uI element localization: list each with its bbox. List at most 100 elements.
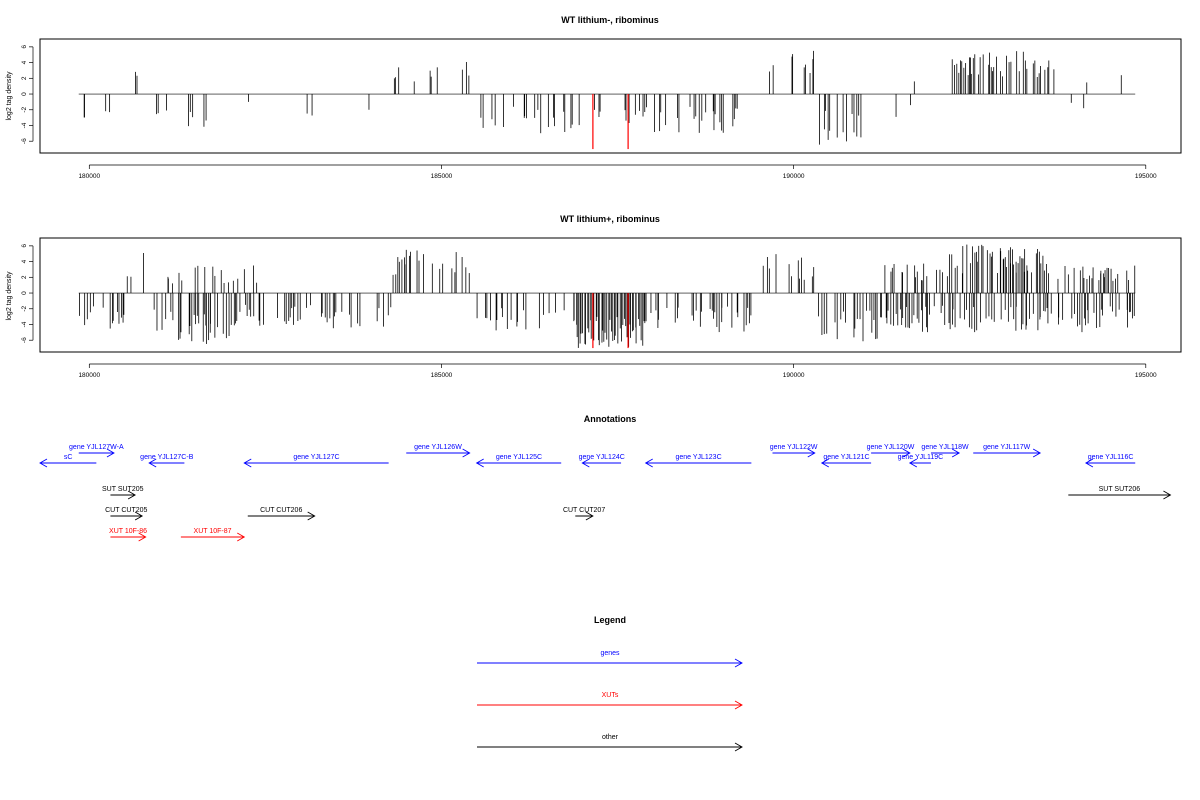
- feature-label: gene YJL116C: [1088, 454, 1134, 461]
- feature-label: CUT CUT207: [563, 507, 605, 514]
- y-tick-label: 0: [21, 92, 28, 96]
- y-axis: -6 -4 -2 0 2 4 6: [21, 45, 34, 144]
- feature-arrow-head: [148, 458, 157, 468]
- feature-label: gene YJL124C: [579, 454, 625, 461]
- feature-gene: gene YJL121C: [820, 454, 872, 468]
- feature-other: SUT SUT206: [1068, 486, 1172, 500]
- y-tick-label: -2: [21, 106, 28, 112]
- feature-other: CUT CUT205: [105, 507, 148, 521]
- feature-label: gene YJL117W: [983, 444, 1031, 451]
- y-axis: -6 -4 -2 0 2 4 6: [21, 244, 34, 343]
- feature-other: CUT CUT206: [247, 507, 316, 521]
- feature-arrow-head: [237, 532, 246, 542]
- annotations-track: Annotations sC gene YJL127W-A gene YJL127C…: [39, 414, 1172, 542]
- x-tick-label: 185000: [431, 173, 453, 180]
- legend-label: genes: [600, 650, 620, 657]
- feature-other: SUT SUT205: [102, 486, 144, 500]
- y-tick-label: -2: [21, 305, 28, 311]
- x-tick-label: 190000: [783, 173, 805, 180]
- legend: Legend genes XUTs other: [477, 615, 743, 752]
- y-tick-label: 2: [21, 76, 28, 80]
- feature-label: SUT SUT206: [1099, 486, 1141, 493]
- track-panel-lithium-plus: WT lithium+, ribominus log2 tag density …: [6, 214, 1182, 379]
- feature-gene: gene YJL126W: [406, 444, 471, 458]
- density-bars: [83, 50, 1122, 150]
- feature-arrow-head: [807, 448, 816, 458]
- feature-gene: gene YJL119C: [898, 454, 944, 468]
- feature-label: gene YJL118W: [921, 444, 969, 451]
- feature-gene: gene YJL117W: [973, 444, 1042, 458]
- panel-title: WT lithium-, ribominus: [561, 15, 659, 25]
- feature-gene: gene YJL118W: [921, 444, 969, 458]
- plot-frame: [39, 237, 1182, 353]
- y-tick-label: 0: [21, 291, 28, 295]
- y-axis-label: log2 tag density: [6, 71, 13, 121]
- feature-label: gene YJL125C: [496, 454, 542, 461]
- legend-label: other: [602, 734, 619, 741]
- feature-other: CUT CUT207: [563, 507, 605, 521]
- legend-arrow-head: [734, 658, 743, 668]
- feature-label: gene YJL127C-B: [140, 454, 194, 461]
- x-tick-label: 195000: [1135, 372, 1157, 379]
- feature-arrow-head: [475, 458, 484, 468]
- feature-arrow-head: [908, 458, 918, 468]
- feature-arrow-head: [902, 448, 911, 458]
- feature-arrow-head: [127, 490, 136, 500]
- track-panel-lithium-minus: WT lithium-, ribominus log2 tag density …: [6, 15, 1182, 180]
- legend-item: other: [477, 734, 743, 752]
- feature-arrow-head: [307, 511, 316, 521]
- feature-arrow-head: [581, 458, 590, 468]
- y-axis-label: log2 tag density: [6, 271, 13, 321]
- feature-label: gene YJL123C: [675, 454, 721, 461]
- feature-arrow-head: [644, 458, 653, 468]
- density-bars: [79, 244, 1136, 349]
- legend-title: Legend: [594, 615, 626, 625]
- x-tick-label: 185000: [431, 372, 453, 379]
- feature-arrow-head: [134, 511, 144, 521]
- plot-frame: [39, 38, 1182, 154]
- legend-items: genes XUTs other: [477, 650, 743, 752]
- annotations-title: Annotations: [584, 414, 637, 424]
- legend-item: XUTs: [477, 692, 743, 710]
- y-tick-label: 6: [21, 244, 28, 248]
- feature-gene: gene YJL127W-A: [69, 444, 124, 458]
- feature-label: sC: [64, 454, 73, 461]
- feature-label: CUT CUT205: [105, 507, 147, 514]
- feature-arrow-head: [39, 458, 48, 468]
- x-tick-label: 190000: [783, 372, 805, 379]
- y-tick-label: -4: [21, 321, 28, 327]
- legend-label: XUTs: [602, 692, 619, 699]
- x-axis: 180000 185000 190000 195000: [78, 363, 1157, 379]
- y-tick-label: -6: [21, 138, 28, 144]
- feature-gene: gene YJL120W: [867, 444, 915, 458]
- feature-label: gene YJL121C: [823, 454, 869, 461]
- feature-gene: gene YJL116C: [1085, 454, 1136, 468]
- panel-title: WT lithium+, ribominus: [560, 214, 660, 224]
- legend-arrow-head: [734, 742, 743, 752]
- feature-label: gene YJL127W-A: [69, 444, 124, 451]
- legend-arrow-head: [734, 700, 743, 710]
- feature-arrow-head: [138, 532, 147, 542]
- feature-label: SUT SUT205: [102, 486, 144, 493]
- feature-arrow-head: [462, 448, 471, 458]
- feature-label: gene YJL122W: [770, 444, 818, 451]
- feature-label: XUT 10F-87: [194, 528, 232, 535]
- y-tick-label: -4: [21, 122, 28, 128]
- y-tick-label: 4: [21, 60, 28, 64]
- y-tick-label: 6: [21, 45, 28, 49]
- feature-label: XUT 10F-86: [109, 528, 147, 535]
- feature-arrow-head: [1085, 458, 1094, 468]
- feature-arrow-head: [243, 458, 252, 468]
- feature-arrow-head: [1032, 448, 1042, 458]
- y-tick-label: -6: [21, 337, 28, 343]
- feature-gene: gene YJL127C: [243, 454, 389, 468]
- feature-gene: gene YJL125C: [475, 454, 562, 468]
- feature-label: gene YJL120W: [867, 444, 915, 451]
- y-tick-label: 2: [21, 275, 28, 279]
- x-tick-label: 180000: [78, 372, 100, 379]
- feature-arrows: sC gene YJL127W-A gene YJL127C-B gene YJL12…: [39, 444, 1172, 542]
- feature-label: gene YJL119C: [898, 454, 944, 461]
- feature-arrow-head: [820, 458, 830, 468]
- feature-xut: XUT 10F-87: [180, 528, 246, 542]
